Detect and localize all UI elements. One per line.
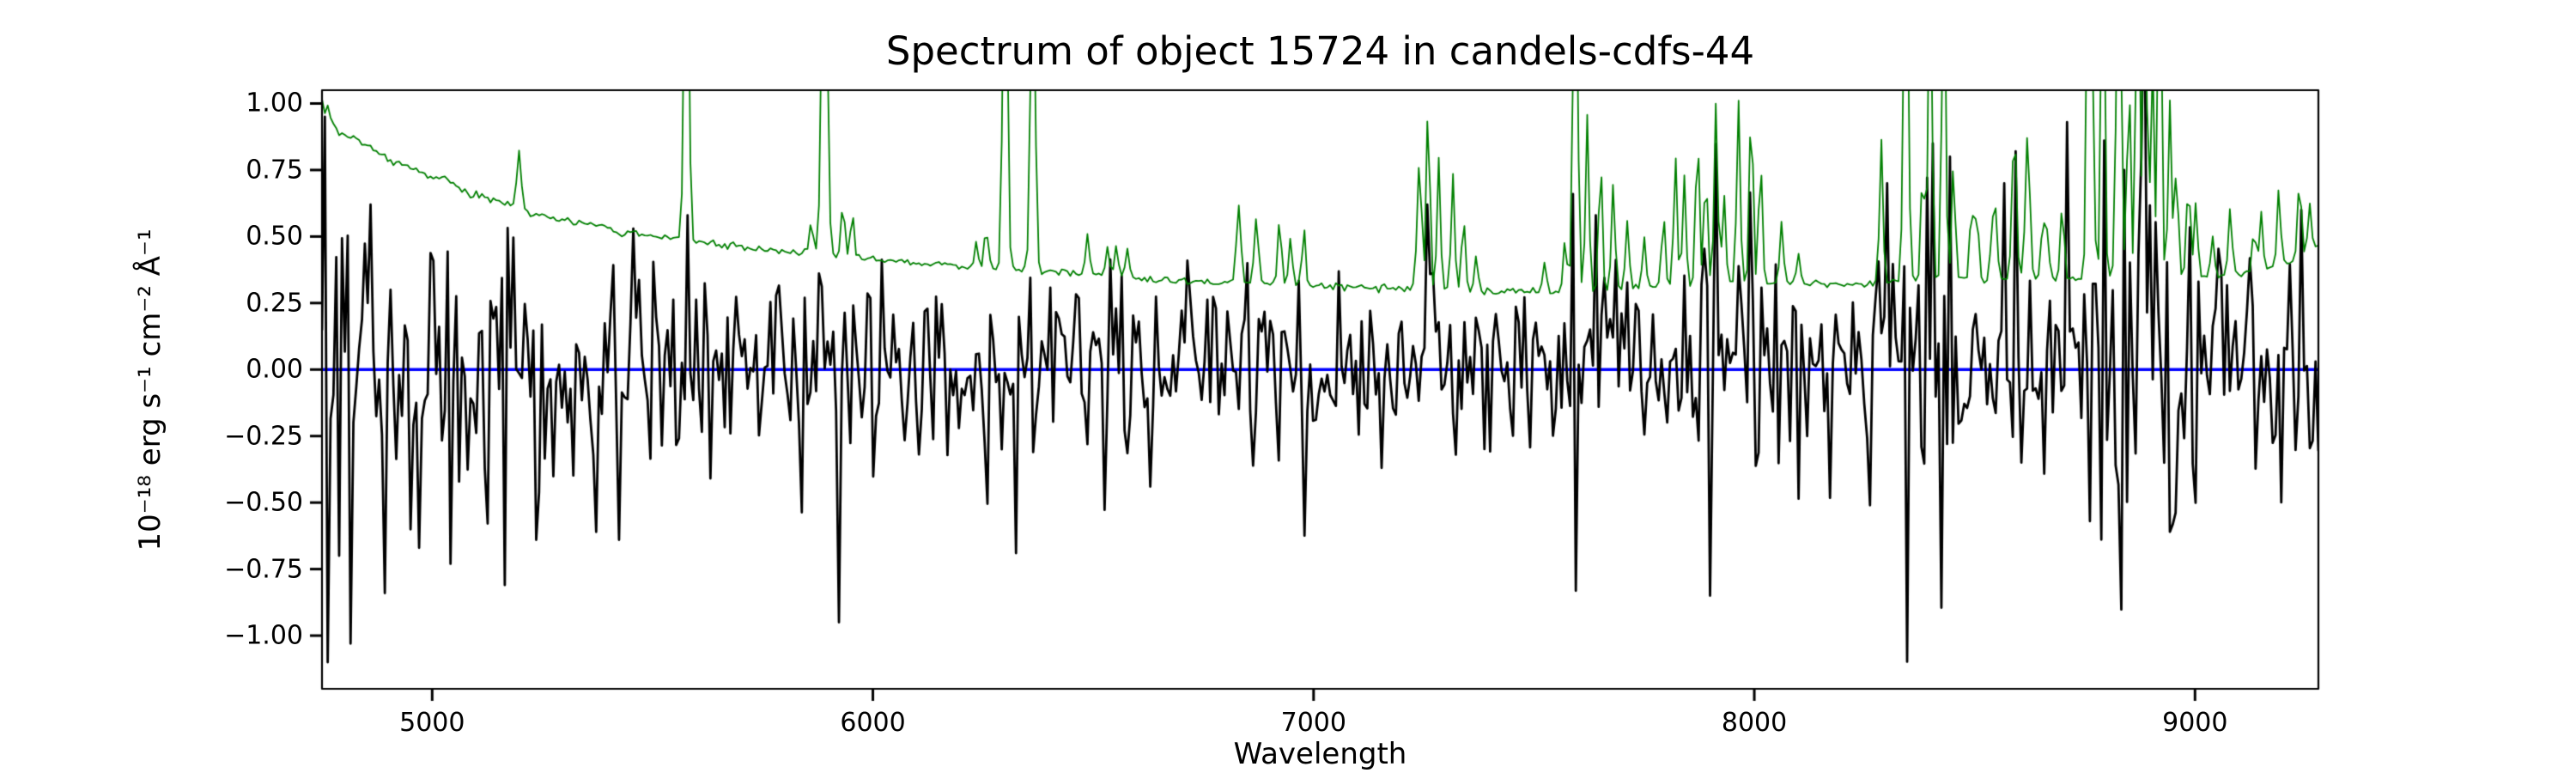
x-tick-label: 5000: [399, 708, 465, 738]
x-tick-label: 6000: [840, 708, 906, 738]
chart-title: Spectrum of object 15724 in candels-cdfs…: [885, 28, 1755, 74]
y-tick-label: −1.00: [224, 620, 303, 651]
x-tick-label: 8000: [1721, 708, 1788, 738]
x-tick-label: 9000: [2162, 708, 2228, 738]
y-tick-label: 0.50: [246, 221, 303, 252]
y-tick-label: 1.00: [246, 88, 303, 119]
x-axis-label: Wavelength: [1233, 737, 1407, 771]
y-axis-label: 10⁻¹⁸ erg s⁻¹ cm⁻² Å⁻¹: [133, 228, 167, 551]
y-tick-label: −0.75: [224, 554, 303, 585]
y-tick-label: 0.75: [246, 155, 303, 186]
y-tick-label: 0.00: [246, 354, 303, 385]
y-tick-label: −0.25: [224, 421, 303, 452]
y-tick-label: 0.25: [246, 288, 303, 319]
x-tick-label: 7000: [1280, 708, 1346, 738]
y-tick-label: −0.50: [224, 487, 303, 518]
